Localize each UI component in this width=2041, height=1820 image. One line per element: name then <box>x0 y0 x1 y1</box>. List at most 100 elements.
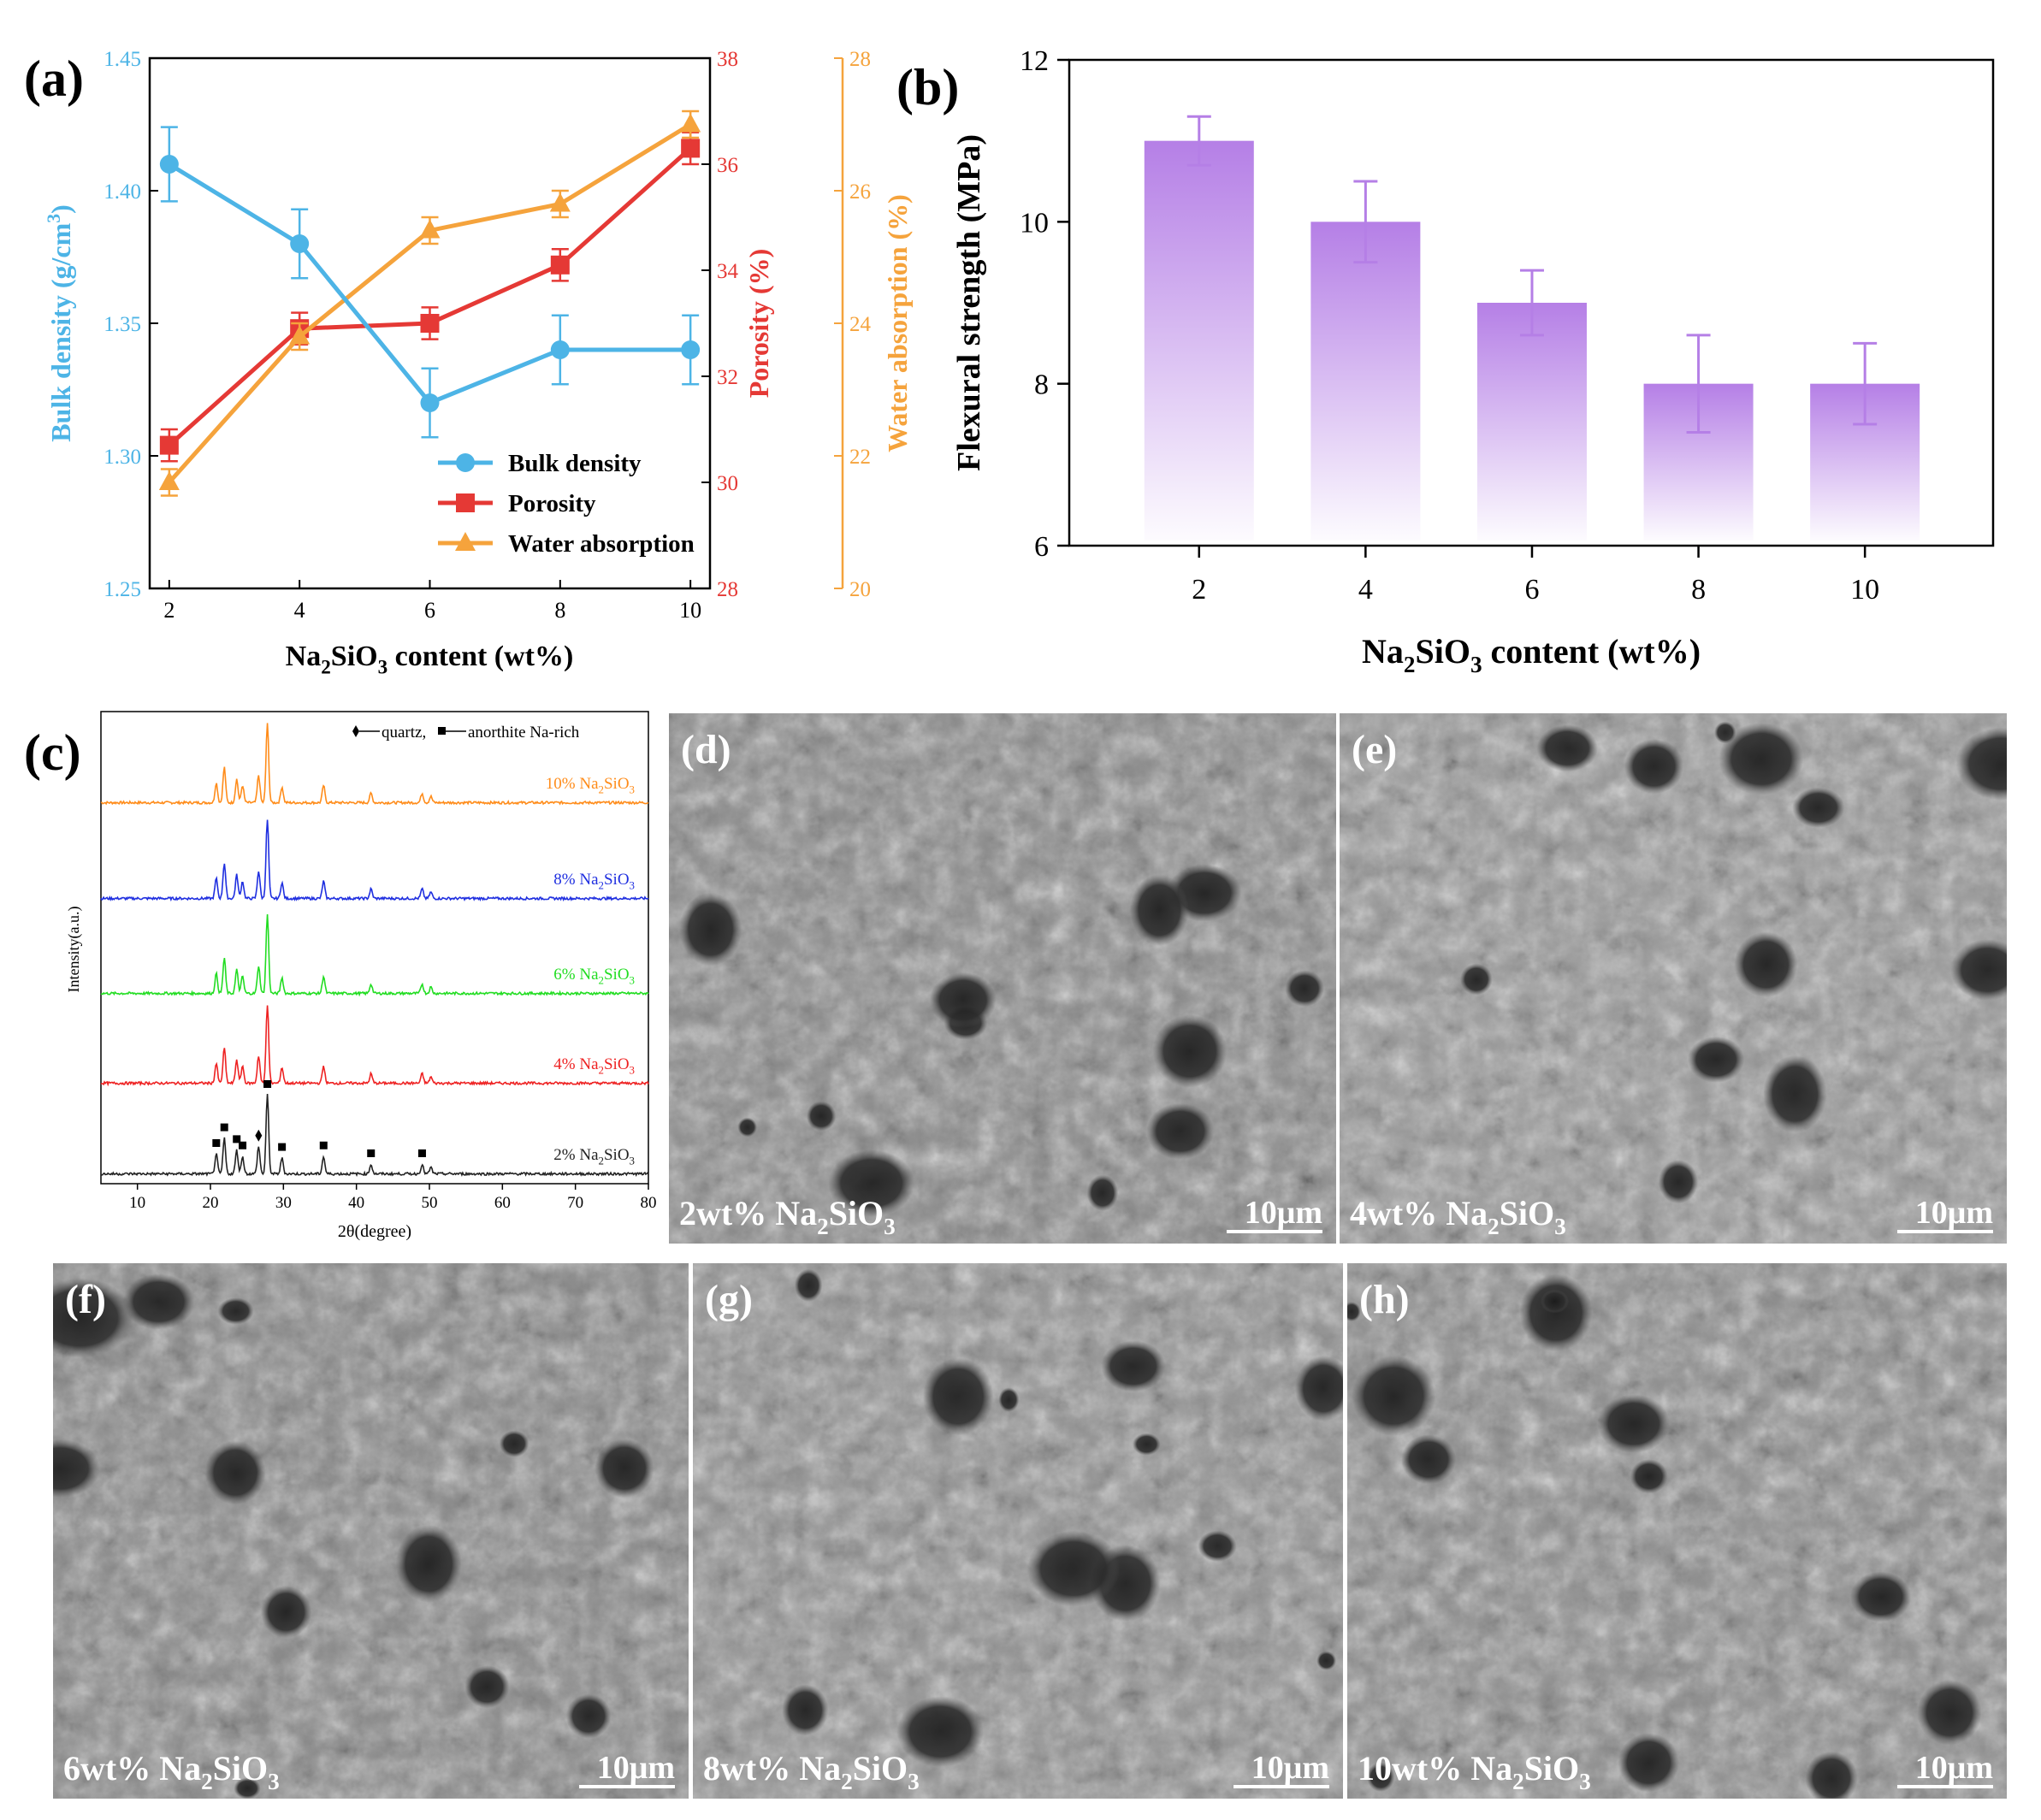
sem-pore <box>1658 1160 1699 1204</box>
sem-pore <box>395 1525 462 1603</box>
sem-panel: (g) 8wt% Na2SiO3 10μm <box>693 1263 1343 1799</box>
sem-scale-label: 10μm <box>1915 1195 1993 1231</box>
sem-pore <box>1536 724 1598 772</box>
panel-a-bd-tick-label: 1.25 <box>104 578 141 601</box>
panel-a-bd-line <box>168 162 691 406</box>
panel-a-po-point <box>159 435 179 455</box>
sem-pore <box>1541 1289 1570 1314</box>
sem-panel-letter: (d) <box>681 727 731 772</box>
sem-pore <box>806 1101 837 1132</box>
panel-b-x-axis-label: Na2SiO3 content (wt%) <box>1362 632 1701 677</box>
sem-pore <box>1316 1651 1337 1670</box>
sem-panel: (f) 6wt% Na2SiO3 10μm <box>53 1263 689 1799</box>
panel-c-x-tick-label: 10 <box>129 1194 145 1212</box>
panel-c-anorthite-marker <box>212 1139 221 1147</box>
panel-a-x-tick-label: 2 <box>163 598 175 623</box>
panel-a-bd-tick-label: 1.35 <box>104 313 141 336</box>
panel-a-bd-axis-label: Bulk density (g/cm3) <box>44 204 76 442</box>
sem-pore <box>53 1439 100 1498</box>
panel-b-bar <box>1476 303 1587 541</box>
panel-a-po-point <box>681 139 701 158</box>
sem-caption: 8wt% Na2SiO3 <box>703 1749 920 1794</box>
sem-pore <box>53 1278 134 1358</box>
sem-caption: 4wt% Na2SiO3 <box>1350 1194 1566 1239</box>
panel-c-x-tick-label: 80 <box>641 1194 657 1212</box>
panel-c-pattern-line <box>100 723 649 806</box>
sem-pore <box>499 1430 529 1457</box>
panel-a-legend-label: Porosity <box>508 490 596 517</box>
sem-scale-label: 10μm <box>1915 1750 1993 1786</box>
panel-c-pattern-label: 10% Na2SiO3 <box>546 775 635 795</box>
panel-c-pattern-line <box>100 819 649 902</box>
panel-c-legend-quartz-marker <box>352 725 359 737</box>
panel-c-pattern-label: 2% Na2SiO3 <box>553 1146 635 1167</box>
sem-texture <box>1347 1263 2007 1799</box>
panel-b-x-tick-label: 10 <box>1850 574 1879 606</box>
panel-b-bar <box>1310 222 1421 541</box>
panel-b-x-tick-label: 6 <box>1524 574 1539 606</box>
sem-pore <box>929 972 997 1028</box>
panel-a-po-point <box>420 314 440 333</box>
sem-pore <box>1198 1530 1237 1562</box>
panel-a-po-tick-label: 34 <box>717 260 739 283</box>
sem-pore <box>1352 1356 1436 1436</box>
sem-pore <box>1101 1340 1166 1392</box>
sem-pore <box>1152 1014 1228 1088</box>
panel-a-legend-marker <box>456 453 475 472</box>
sem-micrographs: (d)2wt% Na2SiO3 10μm(e)4wt% Na2SiO3 10μm(f… <box>53 713 2007 1799</box>
sem-image <box>1340 713 2007 1244</box>
panel-b-y-tick-label: 8 <box>1034 369 1049 401</box>
panel-a-bd-tick-label: 1.45 <box>104 48 141 71</box>
sem-pore <box>1618 1733 1679 1793</box>
panel-a-wa-point <box>419 219 441 239</box>
sem-scale-label: 10μm <box>1251 1750 1329 1786</box>
sem-pore <box>1792 787 1845 828</box>
panel-a-bd-point <box>681 340 701 359</box>
panel-c-phase-legend: quartz, anorthite Na-rich <box>352 724 580 742</box>
panel-c-pattern-label: 4% Na2SiO3 <box>553 1055 635 1076</box>
sem-pore <box>1687 1036 1745 1083</box>
sem-pore <box>464 1665 510 1709</box>
sem-pore <box>1597 1394 1670 1453</box>
panel-b-x-tick-label: 8 <box>1691 574 1706 606</box>
sem-texture <box>1340 713 2007 1244</box>
sem-image <box>1347 1263 2007 1799</box>
sem-pore <box>1630 1459 1668 1494</box>
panel-b-bar <box>1144 140 1254 541</box>
panel-a-wa-tick-label: 22 <box>849 446 871 469</box>
panel-c-legend-anorthite-label: anorthite Na-rich <box>468 724 580 742</box>
panel-a-x-axis-label: Na2SiO3 content (wt%) <box>286 641 574 679</box>
panel-b-letter: (b) <box>896 59 959 115</box>
sem-pore <box>1763 1055 1827 1133</box>
sem-panel: (h) 10wt% Na2SiO3 10μm <box>1347 1263 2007 1799</box>
sem-panel-letter: (g) <box>705 1277 753 1322</box>
panel-a-bd-point <box>290 234 310 253</box>
sem-scale-label: 10μm <box>597 1750 675 1786</box>
panel-c-x-tick-label: 40 <box>348 1194 364 1212</box>
panel-a-legend: Bulk density Porosity Water absorption <box>438 450 695 558</box>
sem-pore <box>1401 1434 1457 1485</box>
panel-c-x-tick-label: 50 <box>422 1194 438 1212</box>
sem-panel: (d) 2wt% Na2SiO3 10μm <box>669 713 1336 1244</box>
sem-pore <box>1285 970 1324 1008</box>
sem-pore <box>1086 1174 1119 1212</box>
sem-pore <box>828 1149 915 1217</box>
panel-c-pattern-label: 8% Na2SiO3 <box>553 871 635 891</box>
sem-pore <box>1849 1571 1912 1622</box>
sem-pore <box>1459 963 1493 996</box>
panel-a-legend-marker <box>455 532 476 551</box>
panel-c-letter: (c) <box>24 724 81 781</box>
panel-c-anorthite-marker <box>278 1143 287 1151</box>
panel-c-plot-frame <box>100 711 649 1185</box>
panel-a-bd-tick-label: 1.30 <box>104 446 141 469</box>
panel-a-wa-tick-label: 24 <box>849 313 872 336</box>
sem-pore <box>737 1117 758 1138</box>
panel-a-bd-point <box>159 155 179 174</box>
sem-texture <box>669 713 1336 1244</box>
sem-pore <box>260 1586 312 1639</box>
sem-pore <box>1805 1751 1858 1799</box>
panel-a-wa-tick-label: 28 <box>849 48 871 71</box>
sem-pore <box>204 1440 266 1505</box>
panel-c-pattern-label: 6% Na2SiO3 <box>553 966 635 986</box>
